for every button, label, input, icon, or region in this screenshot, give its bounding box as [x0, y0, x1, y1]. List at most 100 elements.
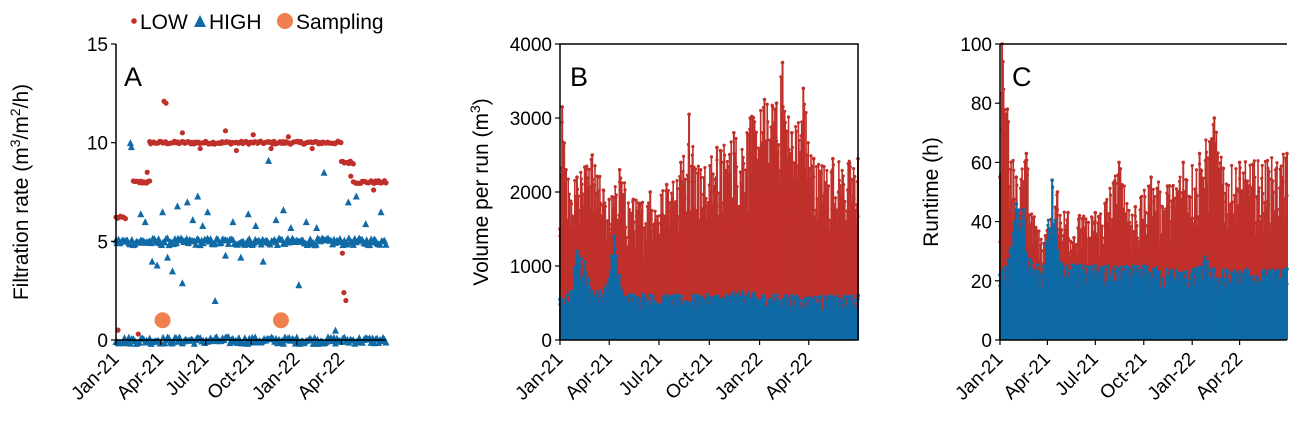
peak-point [612, 234, 616, 239]
outlier-point [222, 128, 229, 134]
y-tick-label: 15 [87, 35, 108, 56]
run-point [1106, 264, 1111, 268]
run-point [735, 185, 739, 189]
outlier-point [199, 222, 207, 230]
run-point [1098, 267, 1102, 271]
run-point [1114, 181, 1118, 185]
outlier-point [127, 143, 135, 151]
run-point [599, 293, 603, 297]
y-tick-label: 4000 [510, 35, 552, 56]
legend-low-label: LOW [140, 11, 188, 34]
run-point [1181, 271, 1185, 275]
run-point [742, 161, 746, 166]
run-point [1053, 218, 1057, 222]
run-point [622, 181, 627, 185]
run-point [777, 143, 781, 147]
peak-point [780, 60, 785, 65]
outlier-point [343, 297, 349, 304]
run-point [825, 168, 829, 173]
outlier-point [339, 250, 346, 256]
run-point [771, 294, 775, 298]
outlier-point [221, 251, 229, 259]
run-point [728, 294, 732, 299]
outlier-point [211, 297, 219, 305]
run-point [778, 300, 782, 304]
peak-point [748, 116, 753, 120]
run-point [1205, 260, 1210, 264]
run-point [623, 188, 627, 192]
legend: LOW HIGH Sampling [131, 11, 384, 34]
peak-point [590, 290, 595, 294]
outlier-point [272, 216, 280, 224]
x-tick-label: Apr-22 [294, 349, 349, 404]
run-point [708, 163, 712, 168]
run-point [1235, 187, 1239, 191]
band-point [382, 240, 390, 248]
peak-point [715, 145, 719, 150]
outlier-point [233, 147, 239, 154]
run-point [815, 295, 820, 300]
run-point [822, 164, 826, 169]
peak-point [1237, 160, 1242, 165]
run-point [663, 293, 667, 297]
run-point [694, 293, 698, 298]
run-point [1017, 208, 1021, 212]
run-point [1194, 168, 1199, 172]
run-point [740, 147, 744, 152]
outlier-point [348, 173, 354, 179]
run-point [1271, 190, 1275, 194]
run-point [651, 295, 655, 299]
run-point [835, 294, 839, 298]
peak-point [1221, 166, 1226, 171]
run-point [707, 295, 711, 299]
run-point [848, 165, 852, 169]
run-point [1161, 277, 1165, 281]
run-point [1188, 195, 1192, 199]
band-point [244, 339, 252, 347]
outlier-point [197, 145, 203, 152]
peak-point [620, 290, 625, 294]
run-point [1003, 108, 1007, 112]
run-point [787, 148, 791, 152]
peak-point [1165, 184, 1170, 188]
run-point [1039, 237, 1043, 241]
y-tick-label: 0 [541, 331, 552, 352]
run-point [1114, 265, 1118, 269]
run-point [598, 174, 602, 179]
run-point [1165, 267, 1169, 271]
peak-point [1066, 210, 1070, 215]
outlier-point [173, 202, 181, 210]
peak-point [575, 175, 579, 179]
run-point [1204, 150, 1209, 154]
band-point [161, 238, 169, 246]
run-point [603, 204, 607, 208]
run-point [565, 293, 569, 297]
outlier-point [244, 210, 252, 218]
run-point [853, 174, 857, 179]
run-point [644, 222, 648, 226]
run-point [1142, 188, 1146, 192]
outlier-point [309, 145, 315, 152]
run-point [580, 182, 584, 186]
run-point [1225, 270, 1230, 274]
run-point [627, 208, 632, 212]
run-point [691, 145, 695, 149]
outlier-point [229, 218, 237, 226]
run-point [1122, 184, 1126, 188]
band-point [207, 235, 215, 243]
run-point [1026, 268, 1030, 272]
run-point [756, 146, 761, 150]
band-point [192, 240, 200, 248]
run-point [1271, 179, 1275, 183]
peak-point [790, 293, 794, 298]
x-tick-label: Jan-22 [711, 349, 767, 405]
run-point [806, 296, 810, 300]
run-point [626, 201, 630, 205]
run-point [769, 300, 773, 304]
run-point [726, 164, 730, 169]
run-point [1103, 264, 1107, 269]
run-point [1113, 174, 1117, 178]
peak-point [582, 260, 587, 265]
run-point [763, 297, 767, 302]
run-point [696, 164, 700, 168]
